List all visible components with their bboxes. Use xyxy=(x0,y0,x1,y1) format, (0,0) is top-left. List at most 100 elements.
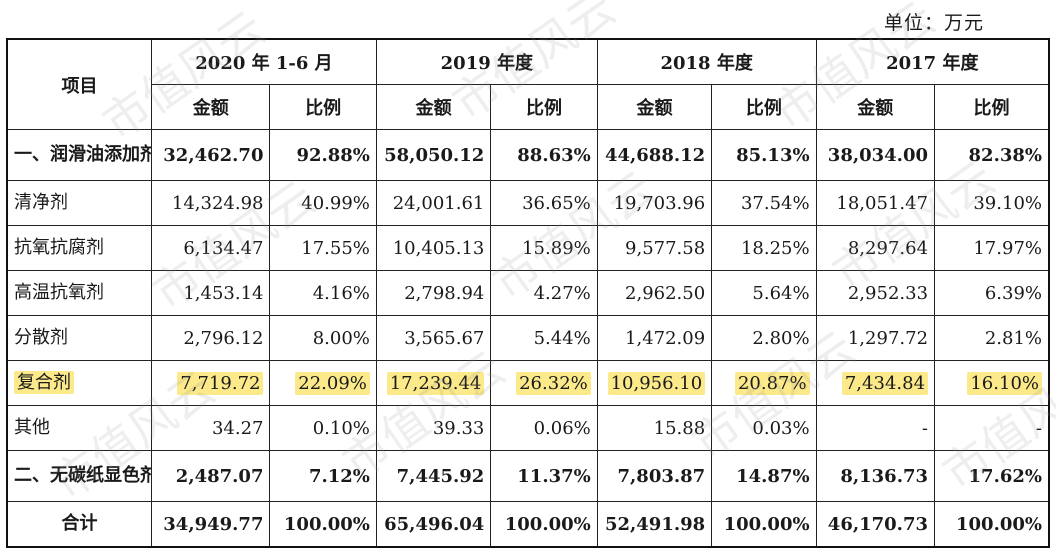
amount-cell: 7,434.84 xyxy=(815,360,936,406)
amount-cell: 34.27 xyxy=(151,405,271,451)
row-label: 清净剂 xyxy=(6,180,153,226)
ratio-cell: 11.37% xyxy=(490,450,598,502)
cell-value: - xyxy=(921,417,929,439)
cell-value: 9,577.58 xyxy=(625,237,706,259)
ratio-cell: 15.89% xyxy=(490,225,598,271)
amount-cell: 10,956.10 xyxy=(596,360,713,406)
ratio-cell: 100.00% xyxy=(269,501,377,548)
amount-cell: 7,803.87 xyxy=(596,450,713,502)
unit-label: 单位：万元 xyxy=(883,12,984,34)
cell-value: 17.62% xyxy=(968,465,1042,487)
cell-value: 2,798.94 xyxy=(404,282,485,304)
amount-header: 金额 xyxy=(596,84,713,130)
amount-header: 金额 xyxy=(815,84,936,130)
cell-value: 10,405.13 xyxy=(392,237,485,259)
cell-value: 92.88% xyxy=(296,144,370,166)
amount-cell: 1,472.09 xyxy=(596,315,713,361)
cell-value: 1,297.72 xyxy=(847,327,929,349)
ratio-cell: 5.64% xyxy=(711,270,817,316)
cell-value: 2,952.33 xyxy=(847,282,929,304)
cell-value: 85.13% xyxy=(736,144,810,166)
ratio-cell: 17.62% xyxy=(934,450,1050,502)
ratio-cell: 18.25% xyxy=(711,225,817,271)
cell-value: 17.97% xyxy=(973,237,1042,259)
cell-value: 8.00% xyxy=(312,327,370,349)
cell-value: 3,565.67 xyxy=(404,327,485,349)
cell-value: 26.32% xyxy=(516,371,591,395)
ratio-cell: 85.13% xyxy=(711,129,817,181)
amount-cell: 46,170.73 xyxy=(815,501,936,548)
cell-value: 32,462.70 xyxy=(163,144,264,166)
amount-header: 金额 xyxy=(151,84,271,130)
ratio-header: 比例 xyxy=(490,84,598,130)
cell-value: 2,962.50 xyxy=(625,282,706,304)
ratio-cell: - xyxy=(934,405,1050,451)
ratio-header: 比例 xyxy=(934,84,1050,130)
cell-value: 22.09% xyxy=(295,371,370,395)
cell-value: 38,034.00 xyxy=(827,144,929,166)
cell-value: 82.38% xyxy=(968,144,1042,166)
row-label: 其他 xyxy=(6,405,153,451)
amount-cell: 3,565.67 xyxy=(375,315,492,361)
amount-cell: 7,719.72 xyxy=(151,360,271,406)
ratio-cell: 100.00% xyxy=(490,501,598,548)
cell-value: 37.54% xyxy=(740,192,810,214)
cell-value: 100.00% xyxy=(283,513,370,535)
cell-value: 8,136.73 xyxy=(840,465,929,487)
ratio-cell: 2.81% xyxy=(934,315,1050,361)
cell-value: 17,239.44 xyxy=(386,371,485,395)
amount-cell: 17,239.44 xyxy=(375,360,492,406)
cell-value: 7,434.84 xyxy=(841,371,929,395)
cell-value: 20.87% xyxy=(734,371,810,395)
amount-cell: 19,703.96 xyxy=(596,180,713,226)
row-label: 一、润滑油添加剂 xyxy=(6,129,153,181)
cell-value: 46,170.73 xyxy=(827,513,929,535)
amount-cell: - xyxy=(815,405,936,451)
cell-value: 100.00% xyxy=(504,513,591,535)
period-header: 2020 年 1-6 月 xyxy=(151,38,377,85)
ratio-cell: 5.44% xyxy=(490,315,598,361)
table-row: 一、润滑油添加剂 32,462.70 92.88% 58,050.12 88.63% 44… xyxy=(6,129,1050,181)
amount-cell: 38,034.00 xyxy=(815,129,936,181)
row-label-text: 一、润滑油添加剂 xyxy=(14,144,152,165)
ratio-cell: 37.54% xyxy=(711,180,817,226)
row-label-text: 分散剂 xyxy=(14,327,68,348)
amount-cell: 34,949.77 xyxy=(151,501,271,548)
row-label: 复合剂 xyxy=(6,360,153,406)
amount-cell: 1,453.14 xyxy=(151,270,271,316)
cell-value: 0.06% xyxy=(533,417,591,439)
cell-value: 18.25% xyxy=(740,237,810,259)
ratio-cell: 8.00% xyxy=(269,315,377,361)
header-row-metrics: 金额 比例 金额 比例 金额 比例 金额 比例 xyxy=(7,84,1050,130)
row-label-text: 高温抗氧剂 xyxy=(14,282,104,303)
cell-value: 14,324.98 xyxy=(171,192,264,214)
cell-value: 100.00% xyxy=(956,513,1042,535)
cell-value: 65,496.04 xyxy=(384,513,485,535)
ratio-header: 比例 xyxy=(269,84,377,130)
cell-value: 36.65% xyxy=(522,192,591,214)
cell-value: 1,472.09 xyxy=(625,327,706,349)
table-row: 抗氧抗腐剂 6,134.47 17.55% 10,405.13 15.89% 9,577.… xyxy=(6,225,1050,271)
cell-value: 19,703.96 xyxy=(613,192,706,214)
ratio-cell: 20.87% xyxy=(711,360,817,406)
header-row-periods: 项目 2020 年 1-6 月 2019 年度 2018 年度 2017 年度 xyxy=(6,38,1050,130)
cell-value: 88.63% xyxy=(517,144,591,166)
cell-value: 7,803.87 xyxy=(617,465,706,487)
cell-value: 4.27% xyxy=(533,282,591,304)
amount-cell: 8,297.64 xyxy=(815,225,936,271)
table-row: 合计 34,949.77 100.00% 65,496.04 100.00% 52,491… xyxy=(6,501,1050,548)
amount-cell: 24,001.61 xyxy=(375,180,492,226)
amount-cell: 58,050.12 xyxy=(375,129,492,181)
cell-value: 24,001.61 xyxy=(392,192,485,214)
period-header: 2017 年度 xyxy=(815,38,1050,85)
ratio-cell: 6.39% xyxy=(934,270,1050,316)
amount-cell: 2,487.07 xyxy=(151,450,271,502)
cell-value: 10,956.10 xyxy=(607,371,706,395)
ratio-cell: 16.10% xyxy=(934,360,1050,406)
amount-cell: 32,462.70 xyxy=(151,129,271,181)
period-header: 2018 年度 xyxy=(596,38,817,85)
cell-value: 40.99% xyxy=(301,192,370,214)
period-header: 2019 年度 xyxy=(375,38,598,85)
ratio-cell: 0.10% xyxy=(269,405,377,451)
cell-value: 14.87% xyxy=(736,465,810,487)
